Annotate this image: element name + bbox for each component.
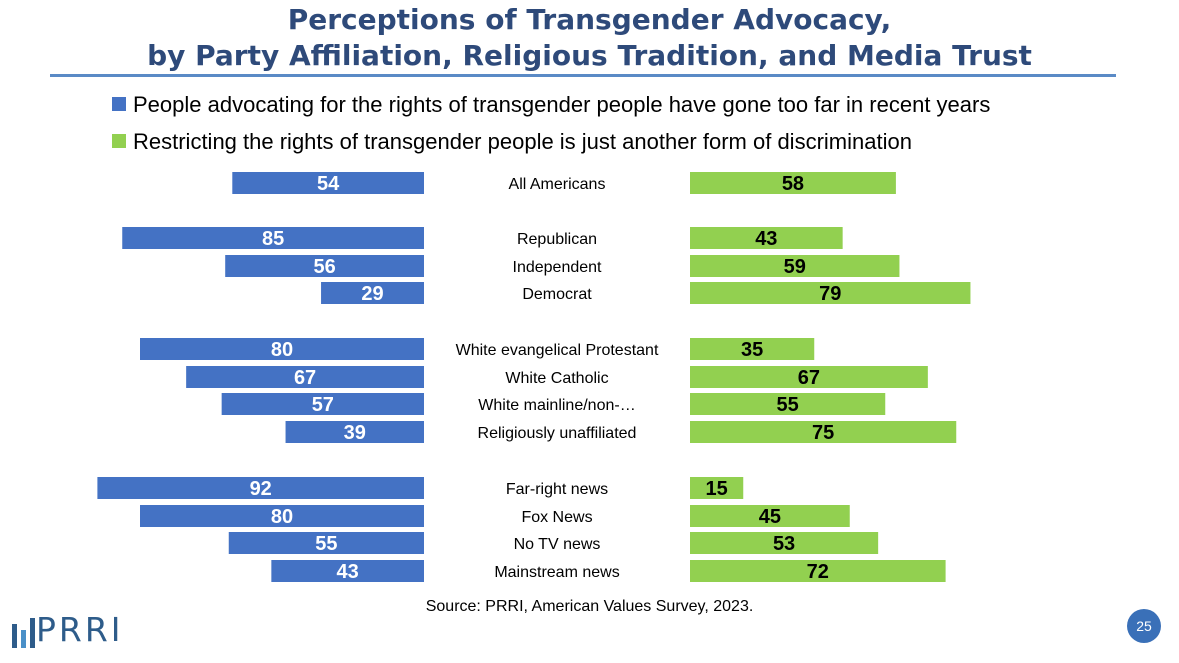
bar-discrimination-white-mainline-non bbox=[690, 393, 886, 415]
value-label-too-far-mainstream-news: 43 bbox=[337, 561, 359, 583]
value-label-discrimination-independent: 59 bbox=[784, 256, 806, 278]
bar-discrimination-far-right-news bbox=[690, 477, 744, 499]
page-number-badge: 25 bbox=[1127, 609, 1161, 643]
legend-label-too-far: People advocating for the rights of tran… bbox=[133, 92, 991, 117]
bar-discrimination-democrat bbox=[690, 282, 971, 304]
category-label-no-tv-news: No TV news bbox=[514, 536, 601, 553]
bar-discrimination-no-tv-news bbox=[690, 532, 879, 554]
value-label-discrimination-all-americans: 58 bbox=[782, 173, 804, 195]
bar-too-far-far-right-news bbox=[97, 477, 425, 499]
value-label-too-far-democrat: 29 bbox=[361, 283, 383, 305]
chart-title: Perceptions of Transgender Advocacy, by … bbox=[0, 2, 1179, 74]
value-label-too-far-republican: 85 bbox=[262, 228, 284, 250]
value-label-discrimination-no-tv-news: 53 bbox=[773, 533, 795, 555]
value-label-too-far-religiously-unaffiliated: 39 bbox=[344, 422, 366, 444]
category-label-fox-news: Fox News bbox=[521, 509, 592, 526]
bar-discrimination-all-americans bbox=[690, 172, 896, 194]
prri-logo-text: PRRI bbox=[36, 610, 124, 649]
value-label-too-far-white-mainline-non: 57 bbox=[312, 394, 334, 416]
bar-too-far-no-tv-news bbox=[228, 532, 424, 554]
value-label-discrimination-white-catholic: 67 bbox=[798, 367, 820, 389]
bar-too-far-all-americans bbox=[232, 172, 424, 194]
title-divider bbox=[50, 74, 1116, 77]
category-label-mainstream-news: Mainstream news bbox=[494, 564, 619, 581]
bar-too-far-fox-news bbox=[140, 505, 424, 527]
bar-discrimination-white-evangelical-protestant bbox=[690, 338, 815, 360]
category-label-republican: Republican bbox=[517, 231, 597, 248]
value-label-discrimination-mainstream-news: 72 bbox=[807, 561, 829, 583]
bar-too-far-religiously-unaffiliated bbox=[285, 421, 424, 443]
value-label-too-far-white-catholic: 67 bbox=[294, 367, 316, 389]
bar-too-far-white-catholic bbox=[186, 366, 424, 388]
category-label-independent: Independent bbox=[513, 259, 603, 276]
bar-discrimination-religiously-unaffiliated bbox=[690, 421, 957, 443]
bar-discrimination-republican bbox=[690, 227, 843, 249]
category-label-far-right-news: Far-right news bbox=[506, 481, 608, 498]
prri-logo-icon bbox=[12, 618, 35, 648]
bar-too-far-independent bbox=[225, 255, 424, 277]
value-label-too-far-fox-news: 80 bbox=[271, 506, 293, 528]
bar-too-far-republican bbox=[122, 227, 424, 249]
bar-too-far-mainstream-news bbox=[271, 560, 424, 582]
value-label-discrimination-white-evangelical-protestant: 35 bbox=[741, 339, 763, 361]
category-label-all-americans: All Americans bbox=[509, 176, 606, 193]
category-label-democrat: Democrat bbox=[522, 286, 592, 303]
legend-item-discrimination: Restricting the rights of transgender pe… bbox=[112, 129, 912, 155]
category-label-white-mainline-non: White mainline/non-… bbox=[478, 397, 635, 414]
value-label-too-far-all-americans: 54 bbox=[317, 173, 340, 195]
legend-swatch-green bbox=[112, 134, 126, 148]
chart-title-line-2: by Party Affiliation, Religious Traditio… bbox=[147, 39, 1032, 72]
value-label-discrimination-republican: 43 bbox=[755, 228, 777, 250]
value-label-too-far-far-right-news: 92 bbox=[250, 478, 272, 500]
legend-item-too-far: People advocating for the rights of tran… bbox=[112, 92, 990, 118]
chart-title-line-1: Perceptions of Transgender Advocacy, bbox=[287, 3, 892, 36]
value-label-too-far-independent: 56 bbox=[313, 256, 335, 278]
bar-too-far-white-evangelical-protestant bbox=[140, 338, 424, 360]
source-note: Source: PRRI, American Values Survey, 20… bbox=[425, 598, 754, 615]
category-label-white-evangelical-protestant: White evangelical Protestant bbox=[456, 342, 659, 359]
bar-discrimination-white-catholic bbox=[690, 366, 928, 388]
value-label-too-far-white-evangelical-protestant: 80 bbox=[271, 339, 293, 361]
category-label-religiously-unaffiliated: Religiously unaffiliated bbox=[478, 425, 637, 442]
bar-discrimination-mainstream-news bbox=[690, 560, 946, 582]
bar-too-far-democrat bbox=[321, 282, 424, 304]
category-label-white-catholic: White Catholic bbox=[505, 370, 608, 387]
legend-label-discrimination: Restricting the rights of transgender pe… bbox=[133, 129, 912, 154]
legend-swatch-blue bbox=[112, 97, 126, 111]
value-label-discrimination-religiously-unaffiliated: 75 bbox=[812, 422, 834, 444]
value-label-discrimination-white-mainline-non: 55 bbox=[777, 394, 799, 416]
bar-discrimination-fox-news bbox=[690, 505, 850, 527]
value-label-too-far-no-tv-news: 55 bbox=[315, 533, 337, 555]
value-label-discrimination-democrat: 79 bbox=[819, 283, 841, 305]
bar-discrimination-independent bbox=[690, 255, 900, 277]
bar-too-far-white-mainline-non bbox=[221, 393, 424, 415]
value-label-discrimination-far-right-news: 15 bbox=[706, 478, 728, 500]
value-label-discrimination-fox-news: 45 bbox=[759, 506, 781, 528]
